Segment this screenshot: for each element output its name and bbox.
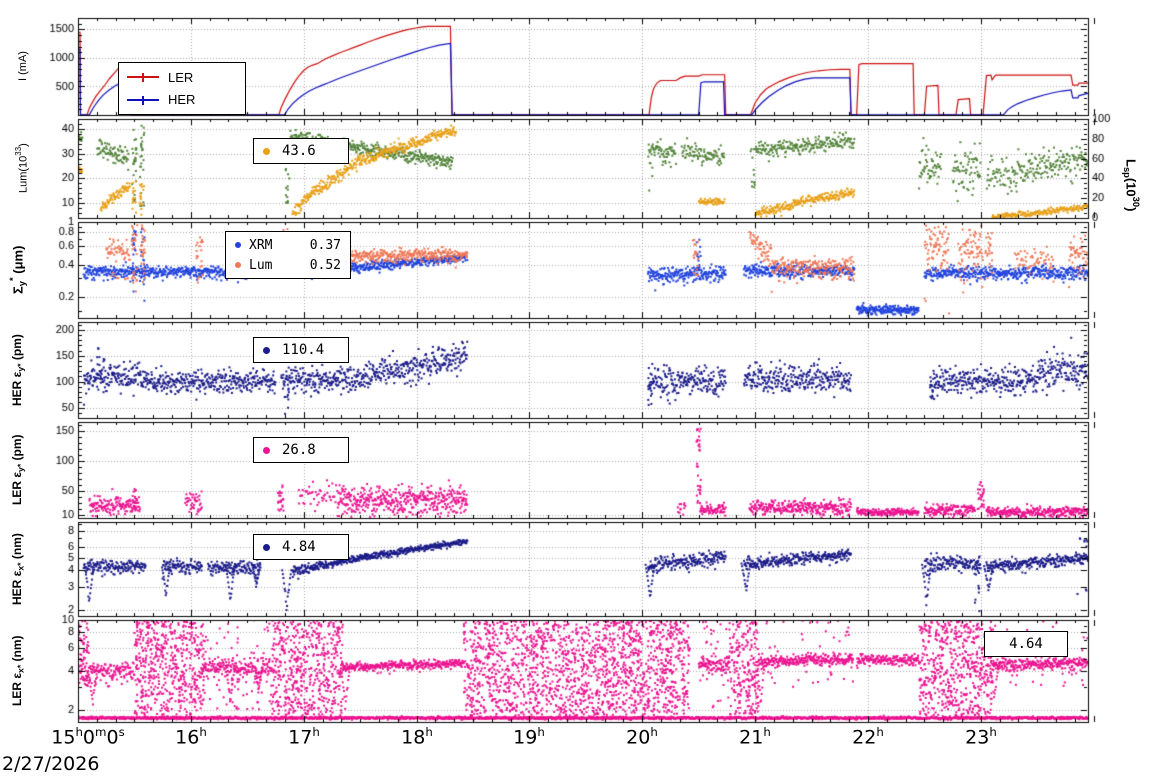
x-tick-label-17h: 17h [288,725,320,748]
legend-row-her: HER [127,92,237,107]
x-tick-label-20h: 20h [626,725,658,748]
current-legend: LER HER [118,62,246,115]
y-axis-label-her-ex: HER εx* (nm) [10,522,25,616]
label-part: h [763,725,771,739]
label-part: 33 [14,147,23,157]
label-part: HER ε [10,570,24,605]
label-part: L [1123,158,1139,167]
legend-row-ler: LER [127,70,237,85]
label-part: y* [15,363,26,372]
legend-label-her: HER [168,92,196,108]
label-part: h [537,725,545,739]
label-part: Lum(10 [17,156,30,194]
xrm-value: 0.37 [309,237,341,253]
y-axis-label-ler-ex: LER εx* (nm) [10,620,25,722]
label-part: (nm) [10,533,24,563]
x-tick-label-15h: 15h0m0s [51,725,124,748]
legend-label-ler: LER [168,69,194,85]
her-line-swatch-tick [142,95,144,105]
x-tick-label-16h: 16h [175,725,207,748]
label-part: 22 [852,726,877,749]
ler-line-swatch-tick [142,73,144,83]
label-part: h [425,725,433,739]
sigma-stat-box: XRM 0.37 Lum 0.52 [225,231,351,279]
xrm-name: XRM [249,237,273,253]
label-part: LER ε [10,673,24,707]
label-part: (10 [1123,177,1139,197]
lum-stat-value: 43.6 [282,143,316,159]
label-part: h [650,725,658,739]
label-part: 17 [288,726,313,749]
label-part: sp [1122,166,1132,178]
label-part: (pm) [10,334,24,364]
label-part: h [199,725,207,739]
y-axis-label-luminosity: Lum(1033) [14,119,30,218]
label-part: y* [15,464,26,473]
y-axis-label-current: I (mA) [17,18,29,115]
ler-ex-stat-box: 4.64 [984,631,1068,657]
her-ex-marker-dot [263,543,270,551]
y-axis-label-her-ey: HER εy* (pm) [10,322,25,418]
lum-marker-dot [263,147,270,155]
label-part: I (mA) [17,51,29,82]
label-part: (μm) [10,245,26,278]
her-line-swatch [127,95,159,105]
lum-sigma-name: Lum [249,257,273,273]
x-tick-label-18h: 18h [401,725,433,748]
lum-sigma-value: 0.52 [309,257,341,273]
sigma-row-lum: Lum 0.52 [235,258,341,273]
label-part: ) [17,143,30,148]
label-part: 20 [626,726,651,749]
x-tick-label-19h: 19h [513,725,545,748]
her-ey-stat-value: 110.4 [282,342,325,358]
label-part: y [16,281,27,287]
x-tick-label-23h: 23h [965,725,997,748]
her-ex-stat-value: 4.84 [282,539,316,555]
xrm-marker-dot [235,242,241,248]
ler-ey-stat-value: 26.8 [282,442,316,458]
label-part: LER ε [10,472,24,506]
label-part: h [312,725,320,739]
label-part: 21 [739,726,764,749]
label-part: 16 [175,726,200,749]
her-ex-stat-box: 4.84 [253,534,349,560]
x-tick-label-22h: 22h [852,725,884,748]
her-ey-stat-box: 110.4 [253,337,349,363]
lum-sigma-marker-dot [235,262,241,268]
date-label: 2/27/2026 [2,753,100,775]
label-part: x* [15,562,26,571]
y-axis-label-ler-ey: LER εy* (pm) [10,422,25,518]
label-part: * [8,277,18,282]
label-part: h [989,725,997,739]
her-ey-marker-dot [263,346,270,354]
ler-ex-stat-value: 4.64 [1009,636,1043,652]
label-part: m [95,725,107,739]
label-part: 0 [82,726,96,749]
ler-ey-marker-dot [263,446,270,454]
label-part: 30 [1130,196,1141,207]
label-part: ) [1123,206,1139,212]
label-part: (pm) [10,434,24,465]
label-part: Σ [10,286,26,295]
label-part: HER ε [10,371,24,406]
ler-ey-stat-box: 26.8 [253,437,349,463]
sigma-row-xrm: XRM 0.37 [235,238,341,253]
label-part: 19 [513,726,538,749]
label-part: 23 [965,726,990,749]
y-axis-label-sigma-y: Σy* (μm) [8,222,27,318]
y-axis-label-specific-luminosity: Lsp(1030) [1122,121,1141,249]
luminosity-stat-box: 43.6 [253,138,349,164]
label-part: s [118,725,125,739]
label-part: 15 [51,726,76,749]
label-part: (nm) [10,635,24,666]
label-part: x* [15,665,26,674]
ler-line-swatch [127,73,159,83]
label-part: 0 [106,726,119,749]
label-part: h [75,725,83,739]
x-tick-label-21h: 21h [739,725,771,748]
label-part: 18 [401,726,426,749]
label-part: h [876,725,884,739]
